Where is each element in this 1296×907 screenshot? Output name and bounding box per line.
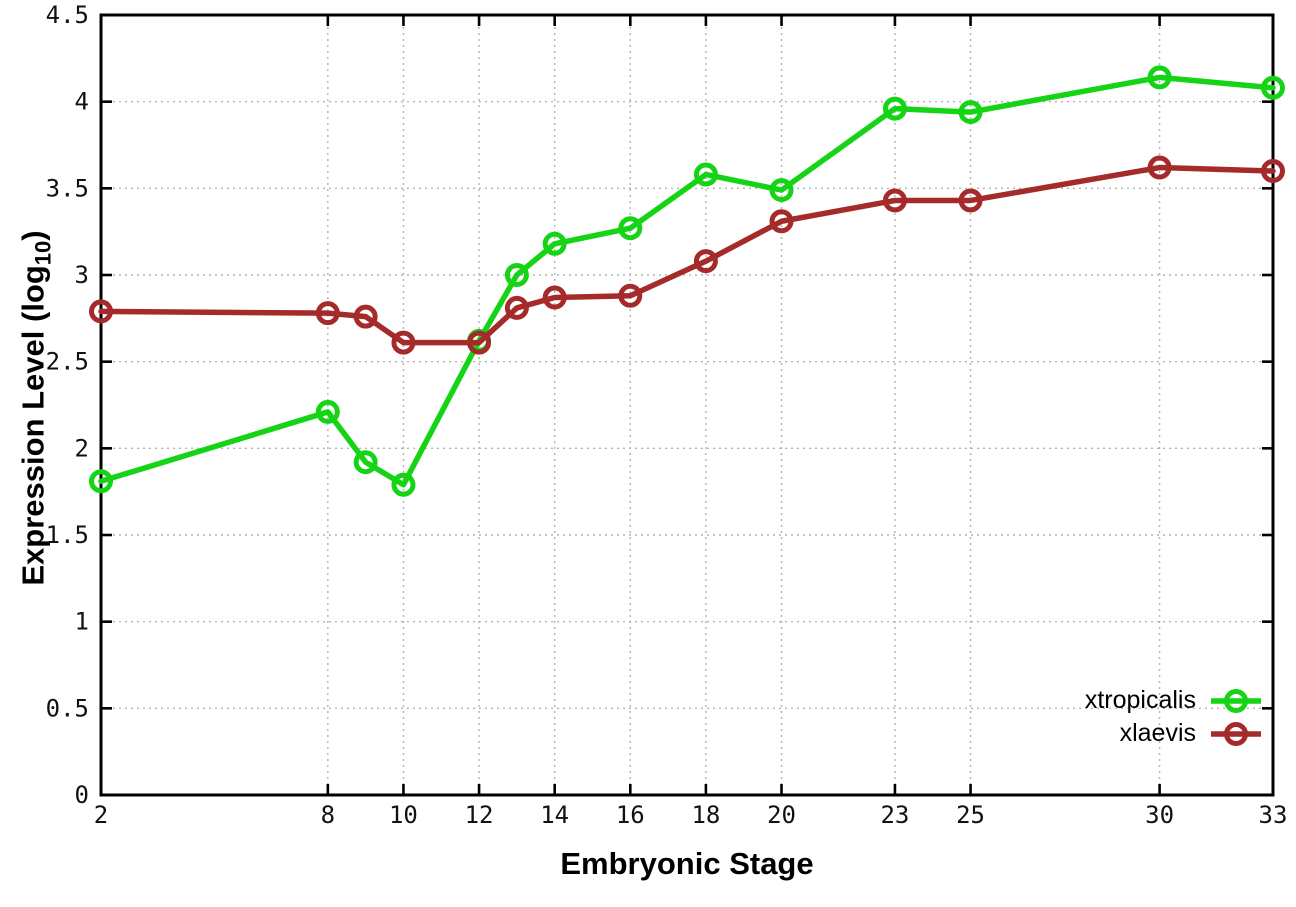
y-tick-label: 2 <box>75 434 89 462</box>
x-tick-label: 25 <box>956 801 985 829</box>
marker-xlaevis <box>769 209 794 234</box>
x-axis-label: Embryonic Stage <box>560 846 814 881</box>
y-tick-label: 1.5 <box>46 521 89 549</box>
marker-xtropicalis <box>693 162 718 187</box>
x-tick-label: 18 <box>691 801 720 829</box>
marker-xtropicalis <box>1261 75 1285 100</box>
marker-xtropicalis <box>89 469 113 494</box>
marker-xtropicalis <box>618 216 643 241</box>
marker-xlaevis <box>882 188 907 213</box>
x-tick-label: 14 <box>540 801 569 829</box>
marker-xtropicalis <box>769 178 794 203</box>
marker-xtropicalis <box>504 263 529 287</box>
x-tick-label: 16 <box>616 801 645 829</box>
x-tick-label: 23 <box>880 801 909 829</box>
y-tick-label: 0 <box>75 781 89 809</box>
legend-sample-xlaevis <box>1211 721 1261 746</box>
series-line-xtropicalis <box>98 74 1276 488</box>
y-axis-label-subscript: 10 <box>30 240 56 266</box>
y-axis-label-close: ) <box>15 230 51 241</box>
y-axis-label-main: Expression Level (log <box>15 265 51 586</box>
y-tick-label: 2.5 <box>46 348 89 376</box>
marker-xtropicalis <box>391 472 416 497</box>
legend-label-xlaevis: xlaevis <box>1119 719 1196 747</box>
y-tick-label: 4.5 <box>46 1 89 29</box>
marker-xtropicalis <box>958 100 983 125</box>
plot-border <box>99 13 1275 797</box>
marker-xtropicalis <box>542 231 567 256</box>
y-tick-label: 0.5 <box>46 694 89 722</box>
x-tick-label: 10 <box>389 801 418 829</box>
y-tick-label: 3 <box>75 261 89 289</box>
x-tick-label: 33 <box>1259 801 1288 829</box>
y-axis-label: Expression Level (log10) <box>16 230 57 585</box>
y-tick-label: 1 <box>75 608 89 636</box>
marker-xlaevis <box>542 285 567 310</box>
x-tick-label: 20 <box>767 801 796 829</box>
legend-item-xtropicalis: xtropicalis <box>1085 684 1264 717</box>
legend-item-xlaevis: xlaevis <box>1085 717 1264 750</box>
series-line-xlaevis <box>98 164 1276 346</box>
marker-xlaevis <box>353 304 378 329</box>
x-tick-label: 30 <box>1145 801 1174 829</box>
x-tick-label: 8 <box>321 801 335 829</box>
x-tick-label: 2 <box>94 801 108 829</box>
legend-sample-xtropicalis <box>1211 688 1261 713</box>
marker-xlaevis <box>1261 159 1285 183</box>
marker-xtropicalis <box>315 399 340 424</box>
marker-xlaevis <box>958 188 983 213</box>
marker-xtropicalis <box>353 450 378 475</box>
y-tick-label: 4 <box>75 88 89 116</box>
legend: xtropicalis xlaevis <box>1085 684 1264 750</box>
marker-xtropicalis <box>1147 65 1172 90</box>
marker-xlaevis <box>391 330 416 355</box>
marker-xlaevis <box>618 283 643 308</box>
legend-label-xtropicalis: xtropicalis <box>1084 686 1196 714</box>
marker-xlaevis <box>504 295 529 320</box>
marker-xtropicalis <box>882 96 907 121</box>
marker-xlaevis <box>1147 155 1172 180</box>
marker-xlaevis <box>89 299 113 324</box>
marker-xlaevis <box>693 249 718 274</box>
x-tick-label: 12 <box>465 801 494 829</box>
marker-xlaevis <box>315 301 340 326</box>
y-tick-label: 3.5 <box>46 174 89 202</box>
marker-xlaevis <box>467 330 492 355</box>
